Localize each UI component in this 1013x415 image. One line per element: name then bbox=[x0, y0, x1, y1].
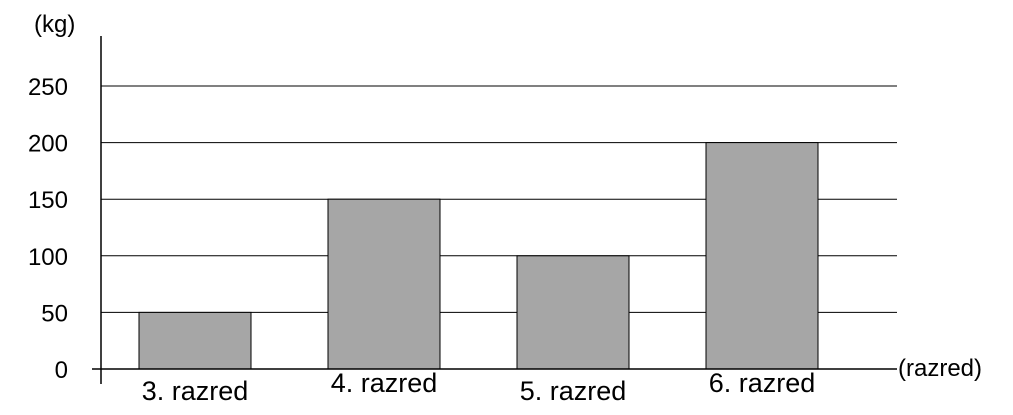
y-tick-label: 50 bbox=[41, 300, 68, 327]
x-tick-label: 6. razred bbox=[709, 368, 816, 398]
y-axis-label: (kg) bbox=[34, 11, 75, 38]
y-tick-label: 200 bbox=[28, 131, 68, 158]
bar bbox=[516, 255, 630, 370]
x-tick-label: 5. razred bbox=[520, 376, 627, 406]
y-tick-label: 100 bbox=[28, 244, 68, 271]
y-tick-label: 150 bbox=[28, 187, 68, 214]
bar bbox=[138, 311, 252, 370]
x-tick-labels: 3. razred 4. razred 5. razred 6. razred bbox=[142, 368, 816, 406]
x-tick-label: 4. razred bbox=[331, 368, 438, 398]
bar bbox=[705, 142, 819, 370]
x-tick-label: 3. razred bbox=[142, 376, 249, 406]
y-tick-label: 0 bbox=[55, 357, 68, 384]
bar bbox=[327, 198, 441, 370]
y-tick-labels: 0 50 100 150 200 250 bbox=[28, 74, 68, 384]
bars bbox=[138, 142, 819, 370]
y-tick-label: 250 bbox=[28, 74, 68, 101]
x-axis-label: (razred) bbox=[898, 355, 982, 382]
